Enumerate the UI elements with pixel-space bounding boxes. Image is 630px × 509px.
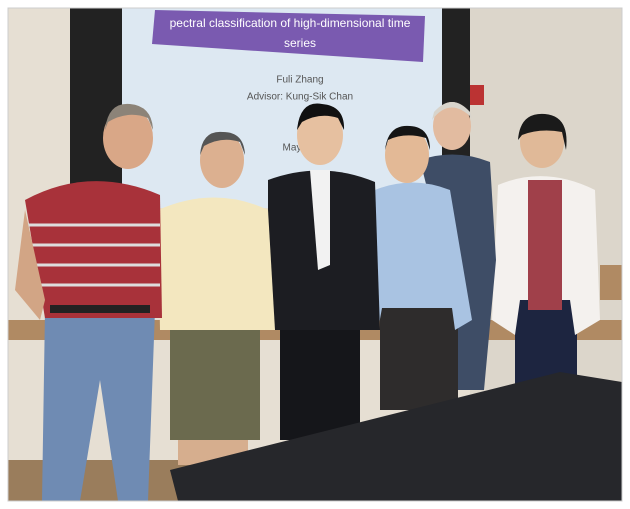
slide-date: May [283,143,302,154]
slide-title-bar [152,10,425,62]
chair-rail [600,265,622,300]
person [362,125,472,410]
scene: pectral classification of high-dimension… [8,8,622,501]
person [492,113,600,390]
table [170,372,622,501]
slide-title: pectral classification of high-dimension… [170,16,411,30]
slide-author: Fuli Zhang [276,75,323,86]
exit-sign [470,85,484,105]
person [15,103,162,501]
slide-advisor: Advisor: Kung-Sik Chan [247,92,353,103]
slide-title: series [284,36,316,50]
photo-border [7,7,623,502]
person [268,103,380,440]
